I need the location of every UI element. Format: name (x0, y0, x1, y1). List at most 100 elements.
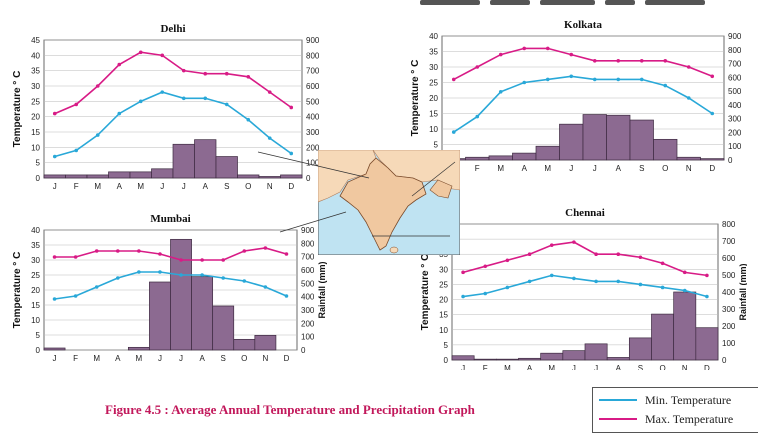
rainfall-bar (149, 281, 171, 351)
y-tick-label: 15 (439, 311, 448, 320)
rainfall-bar (65, 174, 88, 179)
min-temp-point (638, 282, 643, 287)
y-tick-label: 35 (31, 67, 40, 76)
x-tick-label: J (572, 364, 576, 370)
rainfall-bar (695, 327, 719, 361)
min-temp-point (246, 117, 251, 122)
chart-title: Chennai (565, 207, 605, 219)
max-temp-point (483, 264, 488, 269)
min-temp-point (461, 294, 465, 299)
y-tick-label: 5 (444, 341, 449, 350)
max-temp-point (137, 249, 141, 253)
y2-tick-label: 0 (306, 174, 311, 183)
min-temp-point (639, 77, 644, 82)
max-temp-point (572, 240, 576, 244)
max-temp-point (705, 273, 709, 278)
rainfall-bar (628, 337, 652, 361)
y-tick-label: 20 (31, 113, 40, 122)
x-tick-label: A (117, 182, 123, 190)
max-temp-point (461, 270, 465, 275)
rainfall-bar (127, 346, 150, 351)
y2-tick-label: 200 (306, 143, 320, 152)
y2-tick-label: 200 (301, 319, 315, 328)
min-temp-point (117, 111, 122, 116)
y-axis-title: Temperature ° C (410, 60, 421, 137)
x-tick-label: O (241, 354, 247, 363)
y2-tick-label: 600 (728, 73, 742, 82)
x-tick-label: S (221, 354, 226, 363)
y-tick-label: 25 (429, 79, 438, 88)
rainfall-bar (465, 156, 490, 161)
chart-legend: Min. Temperature Max. Temperature (592, 387, 758, 433)
x-tick-label: A (616, 164, 622, 173)
y-tick-label: 5 (434, 141, 439, 150)
min-temp-point (158, 270, 162, 274)
rainfall-bar (215, 156, 238, 179)
min-temp-point (616, 77, 621, 82)
rainfall-bar (170, 238, 192, 351)
rainfall-bar (233, 338, 256, 351)
x-tick-label: A (203, 182, 209, 190)
min-temp-point (52, 154, 57, 159)
y-axis-title: Temperature ° C (12, 71, 23, 148)
y2-axis-title: Rainfall (mm) (738, 263, 747, 320)
x-tick-label: J (53, 354, 57, 363)
rainfall-bar (212, 305, 235, 351)
min-temp-point (267, 136, 272, 140)
x-tick-label: N (682, 364, 688, 370)
legend-label-max: Max. Temperature (645, 411, 734, 426)
min-temp-point (483, 291, 488, 296)
min-temp-point (73, 294, 78, 298)
x-tick-label: M (93, 354, 100, 363)
y2-tick-label: 900 (306, 36, 320, 45)
chart-title: Delhi (160, 23, 185, 35)
min-temp-point (569, 74, 574, 79)
india-map-image (317, 149, 461, 256)
y-tick-label: 10 (31, 143, 40, 152)
rainfall-bar (237, 174, 260, 179)
max-temp-point (94, 249, 99, 253)
min-temp-point (224, 102, 229, 107)
y2-tick-label: 800 (306, 51, 320, 60)
x-tick-label: A (199, 354, 205, 363)
rainfall-bar (653, 138, 678, 161)
min-temp-point (284, 294, 289, 298)
mumbai-climate-chart: 0 5 10 15 20 25 30 35 40 0 100 200 300 400 500 600 700 80… (2, 205, 332, 370)
y-tick-label: 5 (36, 331, 41, 340)
max-temp-point (569, 52, 574, 57)
y-tick-label: 30 (31, 82, 40, 91)
y-tick-label: 0 (36, 174, 41, 183)
x-tick-label: O (245, 182, 251, 190)
min-temp-point (682, 288, 687, 293)
min-temp-point (710, 111, 715, 116)
x-tick-label: J (594, 364, 598, 370)
rainfall-bar (582, 114, 607, 161)
min-temp-point (527, 279, 532, 284)
y2-tick-label: 400 (728, 101, 742, 110)
y-tick-label: 0 (444, 356, 449, 365)
delhi-climate-chart: 0 5 10 15 20 25 30 35 40 45 0 100 200 300 400 500 600 700… (2, 10, 322, 190)
max-temp-point (498, 52, 503, 57)
max-temp-point (242, 249, 247, 253)
rainfall-bar (172, 143, 195, 179)
y-tick-label: 25 (31, 271, 40, 280)
y-tick-label: 25 (31, 97, 40, 106)
y2-tick-label: 300 (728, 115, 742, 124)
figure-caption: Figure 4.5 : Average Annual Temperature … (105, 402, 475, 417)
y2-tick-label: 700 (728, 60, 742, 69)
chart-svg: 0510152025303540010020030040050060070080… (410, 19, 742, 173)
min-temp-point (200, 273, 204, 277)
max-temp-point (505, 258, 510, 263)
legend-item-max-temp: Max. Temperature (599, 410, 733, 428)
max-temp-point (616, 59, 621, 63)
x-tick-label: S (224, 182, 229, 190)
rainfall-bar (606, 357, 630, 361)
y-tick-label: 40 (429, 32, 438, 41)
y2-tick-label: 900 (728, 32, 742, 41)
min-temp-point (616, 279, 621, 284)
rainfall-bar (191, 276, 214, 351)
min-temp-line (54, 91, 292, 158)
max-temp-point (592, 59, 597, 63)
y-tick-label: 35 (429, 48, 438, 57)
x-tick-label: J (593, 164, 597, 173)
